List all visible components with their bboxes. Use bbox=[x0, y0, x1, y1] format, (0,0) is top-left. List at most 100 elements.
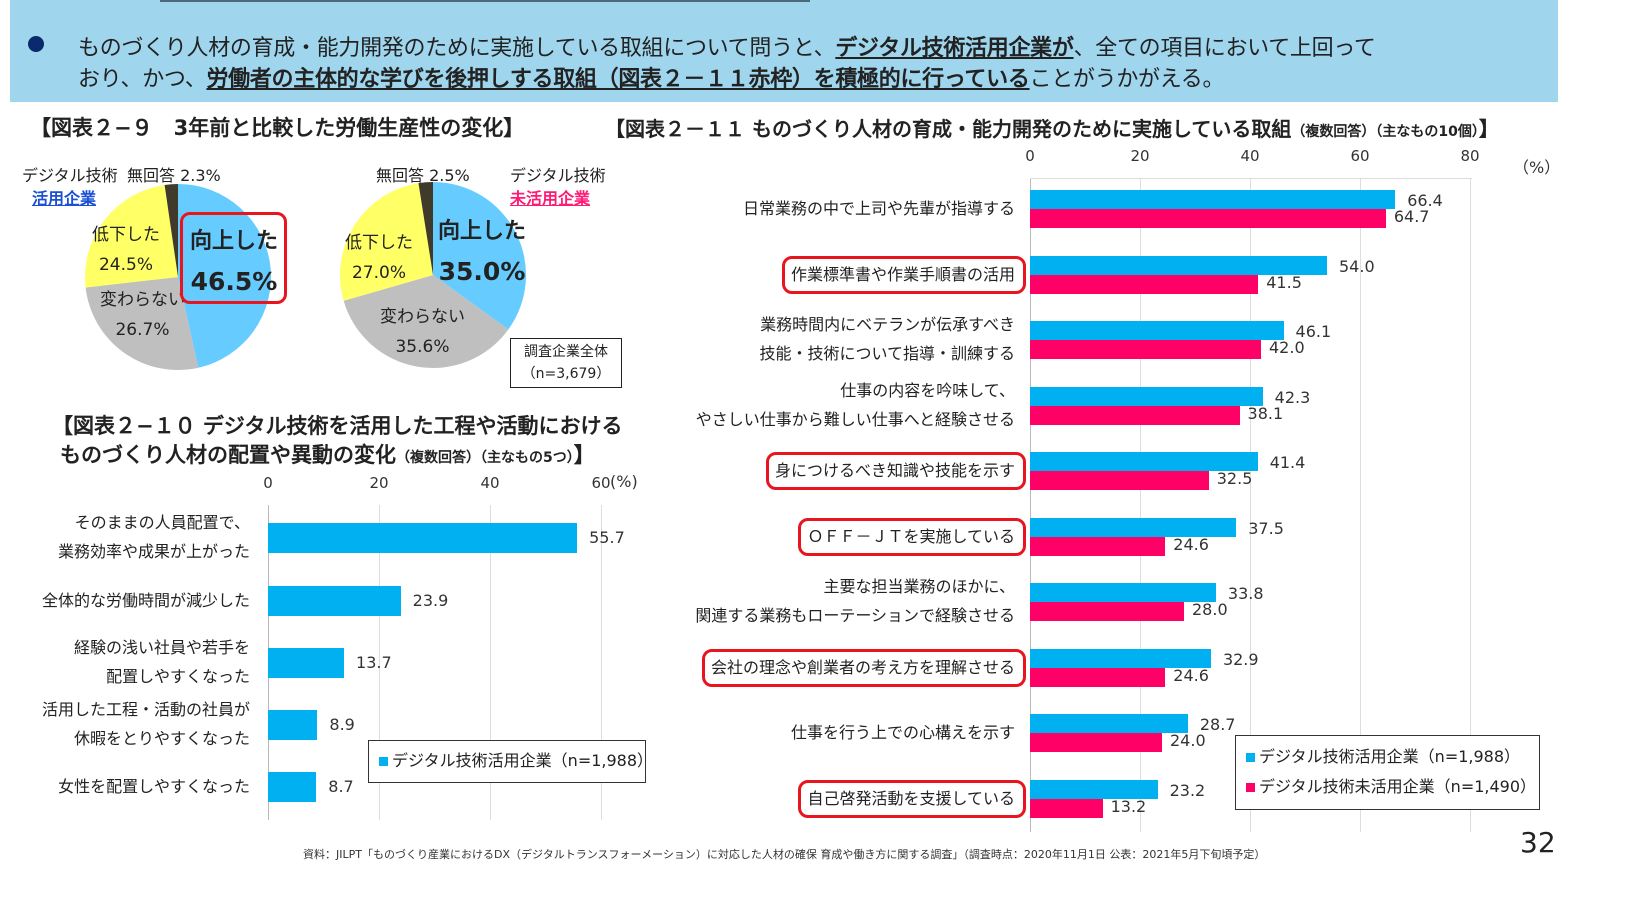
bar-value-label: 8.7 bbox=[328, 777, 354, 796]
bar-value-label: 66.4 bbox=[1407, 191, 1443, 210]
gridline bbox=[601, 505, 602, 820]
bar bbox=[268, 648, 345, 678]
pie1-name: デジタル技術 bbox=[22, 166, 118, 185]
category-label: 日常業務の中で上司や先輩が指導する bbox=[742, 199, 1015, 218]
gridline bbox=[1030, 178, 1031, 832]
axis-tick-label: 60 bbox=[1350, 147, 1370, 165]
bar bbox=[268, 710, 318, 740]
bar bbox=[1030, 667, 1166, 687]
plot-border bbox=[1030, 178, 1472, 179]
bar-value-label: 13.7 bbox=[356, 653, 392, 672]
bar-value-label: 32.9 bbox=[1222, 649, 1259, 669]
bar bbox=[268, 772, 317, 802]
fig210-unit: (%) bbox=[610, 472, 638, 491]
category-label: 身につけるべき知識や技能を示す bbox=[774, 461, 1015, 480]
pie2-same-label: 変わらない 35.6% bbox=[380, 307, 465, 357]
bar-value-label: 28.0 bbox=[1192, 600, 1228, 619]
gridline bbox=[1470, 178, 1471, 832]
bar-value-label: 32.5 bbox=[1216, 469, 1253, 488]
category-label: 会社の理念や創業者の考え方を理解させる bbox=[710, 657, 1015, 677]
category-label: 全体的な労働時間が減少した bbox=[41, 591, 250, 610]
fig210-title-line2: ものづくり人材の配置や異動の変化（複数回答）（主なもの5つ）】 bbox=[60, 443, 595, 467]
gridline bbox=[1360, 178, 1361, 832]
bar bbox=[1030, 517, 1237, 537]
gridline bbox=[379, 505, 380, 820]
bar bbox=[1030, 405, 1240, 425]
pie2-name: デジタル技術 bbox=[510, 166, 606, 185]
legend-swatch bbox=[379, 757, 388, 766]
bar bbox=[1030, 321, 1284, 340]
bar-value-label: 38.1 bbox=[1247, 403, 1284, 423]
bar bbox=[1030, 471, 1209, 490]
bar bbox=[1030, 190, 1396, 209]
category-label: 自己啓発活動を支援している bbox=[807, 788, 1015, 808]
legend-item: デジタル技術未活用企業（n=1,490） bbox=[1246, 772, 1536, 802]
pie1-up-label: 向上した 46.5% bbox=[189, 229, 278, 296]
category-label: ＯＦＦ－ＪＴを実施している bbox=[807, 526, 1015, 546]
axis-tick-label: 40 bbox=[480, 474, 500, 492]
bar-value-label: 37.5 bbox=[1248, 518, 1284, 538]
bar-value-label: 64.7 bbox=[1393, 207, 1430, 226]
bar-value-label: 8.9 bbox=[329, 715, 355, 734]
pie1-down-label: 低下した 24.5% bbox=[92, 225, 160, 275]
bullet-icon bbox=[28, 36, 44, 52]
bar bbox=[1030, 452, 1258, 471]
highlight-box bbox=[702, 648, 1026, 687]
pie2-noanswer: 無回答 2.5% bbox=[376, 166, 470, 185]
category-label: 業務時間内にベテランが伝承すべき 技能・技術について指導・訓練する bbox=[759, 315, 1015, 363]
bar-value-label: 55.7 bbox=[589, 528, 625, 547]
summary-banner bbox=[10, 0, 1558, 102]
bar bbox=[1030, 779, 1158, 799]
bar-value-label: 46.1 bbox=[1295, 322, 1332, 341]
highlight-box bbox=[180, 212, 287, 304]
source-note: 資料：JILPT「ものづくり産業におけるDX（デジタルトランスフォーメーション）… bbox=[303, 848, 1266, 861]
bar bbox=[1030, 648, 1211, 668]
bar-value-label: 28.7 bbox=[1199, 715, 1236, 734]
bar bbox=[1030, 798, 1103, 818]
category-label: 仕事の内容を吟味して、 やさしい仕事から難しい仕事へと経験させる bbox=[695, 380, 1015, 429]
bar bbox=[1030, 386, 1263, 406]
category-label: 活用した工程・活動の社員が 休暇をとりやすくなった bbox=[41, 700, 250, 748]
pie1-same-label: 変わらない 26.7% bbox=[100, 290, 185, 340]
pie-slice bbox=[85, 184, 178, 288]
pie-slice bbox=[340, 183, 433, 301]
bar bbox=[1030, 536, 1166, 556]
summary-line-1: ものづくり人材の育成・能力開発のために実施している取組について問うと、デジタル技… bbox=[78, 36, 1376, 61]
bar bbox=[1030, 209, 1386, 228]
bar bbox=[1030, 274, 1259, 294]
bar-value-label: 13.2 bbox=[1110, 796, 1147, 816]
pie2-name-sub: 未活用企業 bbox=[510, 189, 591, 208]
category-label: 仕事を行う上での心構えを示す bbox=[790, 723, 1015, 742]
bar-value-label: 23.9 bbox=[412, 591, 449, 610]
pie1-noanswer: 無回答 2.3% bbox=[127, 166, 221, 185]
fig210-chart: 0 20 40 60 55.7 そのままの人員配置で、 業務効率や成果が上がった 23.9 全体… bbox=[0, 0, 660, 898]
category-label: 女性を配置しやすくなった bbox=[58, 777, 250, 796]
gridline bbox=[1250, 178, 1251, 832]
fig211-title: 【図表２－１１ ものづくり人材の育成・能力開発のために実施している取組（複数回答… bbox=[605, 117, 1499, 141]
category-label: そのままの人員配置で、 業務効率や成果が上がった bbox=[57, 513, 250, 561]
axis-tick-label: 40 bbox=[1240, 147, 1260, 165]
total-box: 調査企業全体 （n=3,679） bbox=[510, 338, 622, 388]
category-label: 経験の浅い社員や若手を 配置しやすくなった bbox=[73, 638, 250, 686]
fig211-unit: （%） bbox=[1513, 158, 1561, 177]
highlight-box bbox=[798, 779, 1026, 818]
bar bbox=[268, 586, 401, 616]
pie-slice bbox=[178, 184, 271, 368]
bar bbox=[1030, 340, 1261, 359]
bar-value-label: 41.5 bbox=[1266, 272, 1302, 292]
divider bbox=[160, 0, 810, 2]
bar-value-label: 41.4 bbox=[1269, 453, 1306, 472]
axis-tick-label: 0 bbox=[263, 474, 273, 492]
bar bbox=[1030, 602, 1184, 621]
highlight-box bbox=[766, 452, 1026, 490]
summary-line-2: おり、かつ、労働者の主体的な学びを後押しする取組（図表２－１１赤枠）を積極的に行… bbox=[78, 67, 1225, 92]
pie-slice bbox=[418, 182, 433, 275]
gridline bbox=[490, 505, 491, 820]
fig29-pies bbox=[85, 182, 526, 370]
bar-value-label: 33.8 bbox=[1227, 584, 1264, 603]
pie2-down-label: 低下した 27.0% bbox=[345, 233, 413, 283]
bar-value-label: 24.6 bbox=[1173, 534, 1209, 554]
pie-slice bbox=[433, 182, 526, 330]
fig211-legend: デジタル技術活用企業（n=1,988） デジタル技術未活用企業（n=1,490） bbox=[1235, 735, 1540, 810]
